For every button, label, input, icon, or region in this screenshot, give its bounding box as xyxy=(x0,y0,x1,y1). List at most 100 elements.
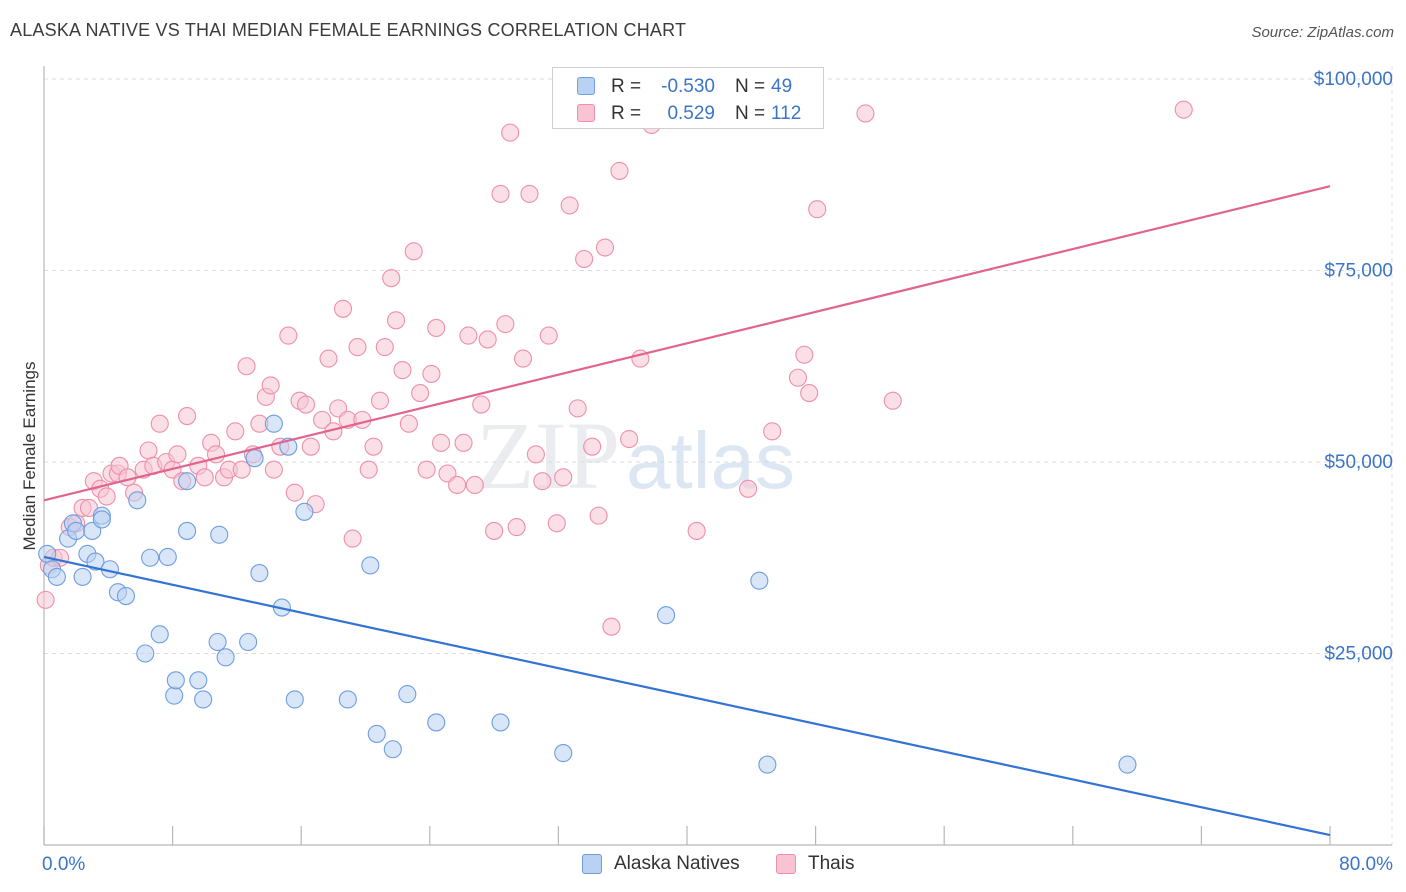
data-point xyxy=(216,648,235,667)
data-point xyxy=(788,368,807,387)
data-point xyxy=(194,690,213,709)
tick-labels: $25,000 $50,000 $75,000 $100,000 0.0% 80.0% xyxy=(42,69,1393,875)
data-point xyxy=(383,740,402,759)
data-point xyxy=(568,399,587,418)
data-point xyxy=(422,364,441,383)
pink-swatch-icon xyxy=(577,104,595,122)
data-point xyxy=(478,330,497,349)
stats-row-thais: R = 0.529 N = 112 xyxy=(553,101,823,127)
data-point xyxy=(116,586,136,606)
data-point xyxy=(687,521,706,540)
data-point xyxy=(348,338,367,357)
data-point xyxy=(472,395,491,414)
y-tick-label: $75,000 xyxy=(1324,261,1393,282)
data-point xyxy=(285,690,304,709)
data-point xyxy=(343,529,362,548)
data-point xyxy=(800,384,819,403)
data-point xyxy=(319,349,338,368)
source-label: Source: ZipAtlas.com xyxy=(1251,24,1394,41)
data-point xyxy=(427,318,446,338)
data-point xyxy=(195,468,214,487)
data-point xyxy=(353,410,372,429)
data-point xyxy=(432,433,451,452)
data-point xyxy=(73,567,92,586)
data-point xyxy=(398,685,417,704)
data-point xyxy=(86,552,105,571)
n-value: 49 xyxy=(771,76,793,97)
data-point xyxy=(533,472,552,491)
data-point xyxy=(178,406,197,426)
data-point xyxy=(375,338,394,357)
x-tick-label-min: 0.0% xyxy=(42,854,85,875)
data-point xyxy=(128,491,147,510)
data-point xyxy=(296,395,316,414)
data-point xyxy=(560,196,579,215)
data-point xyxy=(367,724,386,743)
data-point xyxy=(250,564,269,583)
data-point xyxy=(750,571,769,590)
data-point xyxy=(417,460,436,479)
data-point xyxy=(232,460,251,479)
data-point xyxy=(393,361,412,380)
data-point xyxy=(168,445,187,464)
data-point xyxy=(359,460,378,479)
blue-swatch-icon xyxy=(582,854,602,874)
data-point xyxy=(1118,755,1137,774)
legend-label: Thais xyxy=(808,853,855,874)
data-point xyxy=(338,690,357,709)
data-point xyxy=(370,391,390,410)
data-point xyxy=(364,437,383,456)
data-point xyxy=(856,104,875,123)
data-point xyxy=(165,686,184,705)
data-point xyxy=(795,345,814,364)
data-point xyxy=(496,315,515,334)
watermark-zip: ZIP xyxy=(476,402,620,509)
data-point xyxy=(411,384,430,403)
trend-lines xyxy=(43,185,1331,837)
data-point xyxy=(382,269,401,288)
y-tick-label: $50,000 xyxy=(1324,452,1393,473)
data-point xyxy=(301,437,320,456)
data-point xyxy=(97,487,116,506)
r-label: R = xyxy=(611,103,642,124)
data-point xyxy=(67,521,86,540)
data-point xyxy=(237,357,256,376)
data-point xyxy=(150,625,169,644)
data-point xyxy=(539,326,558,345)
n-label: N = xyxy=(735,103,766,124)
data-point xyxy=(595,238,615,257)
data-point xyxy=(178,521,197,540)
data-point xyxy=(264,460,283,479)
data-point xyxy=(226,422,245,441)
data-point xyxy=(239,632,258,652)
thais-trend-line xyxy=(43,185,1331,502)
data-point xyxy=(139,441,158,460)
data-point xyxy=(454,433,473,452)
data-point xyxy=(491,184,510,203)
chart-title: ALASKA NATIVE VS THAI MEDIAN FEMALE EARN… xyxy=(10,20,687,40)
data-point xyxy=(166,671,185,690)
data-point xyxy=(485,521,504,540)
data-point xyxy=(575,249,594,269)
data-point xyxy=(459,326,478,345)
alaska-natives-trend-line xyxy=(43,555,1331,837)
data-point xyxy=(547,514,566,533)
thais-points xyxy=(36,100,1193,636)
data-point xyxy=(313,410,332,429)
data-point xyxy=(1174,100,1193,119)
data-point xyxy=(264,414,283,433)
data-point xyxy=(763,422,782,441)
data-point xyxy=(404,242,423,261)
data-point xyxy=(136,644,155,663)
data-point xyxy=(465,475,484,495)
y-tick-label: $100,000 xyxy=(1314,69,1393,90)
data-point xyxy=(92,510,111,529)
data-point xyxy=(520,184,539,203)
data-point xyxy=(158,547,177,567)
data-point xyxy=(150,414,169,433)
data-point xyxy=(602,617,621,636)
data-point xyxy=(295,502,314,521)
data-point xyxy=(610,161,629,180)
n-value: 112 xyxy=(771,103,802,124)
